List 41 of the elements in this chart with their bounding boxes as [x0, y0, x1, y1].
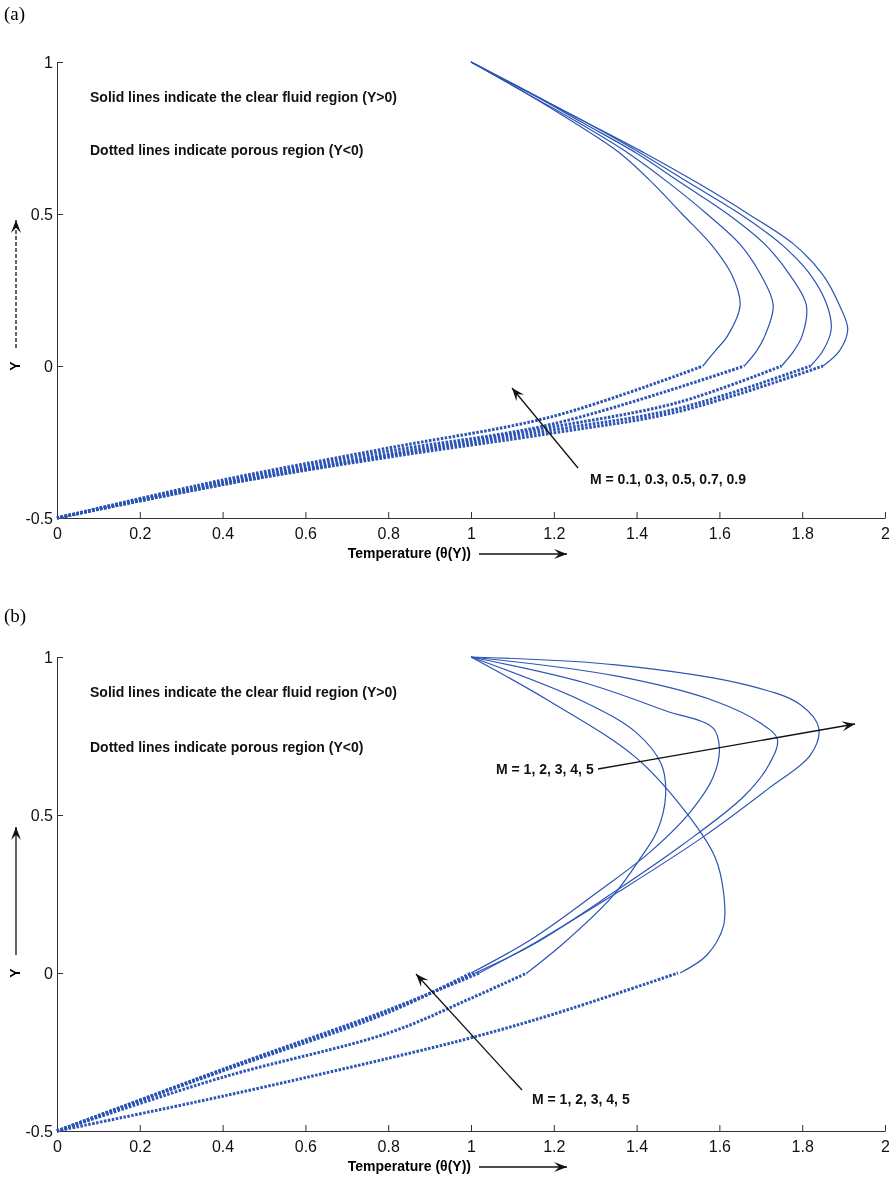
- x-tick-label: 1.6: [708, 1138, 732, 1156]
- y-tick-label: 0: [44, 964, 54, 982]
- y-tick-label: 0.5: [30, 806, 54, 824]
- x-tick-label: 1.4: [625, 1138, 649, 1156]
- y-tick-label: 0.5: [30, 205, 54, 223]
- x-tick-label: 0.4: [211, 525, 235, 543]
- x-tick-label: 1.4: [625, 525, 649, 543]
- y-axis-title: Y: [7, 360, 23, 371]
- x-tick-label: 1.8: [791, 1138, 814, 1156]
- annotation: M = 1, 2, 3, 4, 5: [532, 1091, 630, 1107]
- y-tick-label: 0: [44, 357, 54, 375]
- x-tick-label: 2: [881, 1138, 891, 1156]
- x-tick-label: 0.8: [377, 1138, 400, 1156]
- annotation: Solid lines indicate the clear fluid region (Y>0): [90, 684, 397, 700]
- x-tick-label: 1.2: [543, 1138, 566, 1156]
- x-axis-title: Temperature (θ(Y)): [347, 1158, 471, 1174]
- chart-title: (b): [4, 605, 27, 627]
- x-tick-label: 0.2: [129, 1138, 152, 1156]
- annotation: M = 1, 2, 3, 4, 5: [496, 761, 594, 777]
- annotation: Dotted lines indicate porous region (Y<0): [90, 142, 364, 158]
- chart-title: (a): [4, 3, 26, 25]
- x-tick-label: 0.8: [377, 525, 400, 543]
- x-tick-label: 1.2: [543, 525, 566, 543]
- annotation: Dotted lines indicate porous region (Y<0): [90, 739, 364, 755]
- x-tick-label: 1: [467, 525, 477, 543]
- x-tick-label: 0.2: [129, 525, 152, 543]
- x-tick-label: 0.6: [294, 525, 318, 543]
- y-axis-title: Y: [7, 967, 23, 978]
- x-tick-label: 1.6: [708, 525, 732, 543]
- y-tick-label: -0.5: [25, 1122, 54, 1140]
- x-tick-label: 0.6: [294, 1138, 318, 1156]
- annotation: Solid lines indicate the clear fluid region (Y>0): [90, 89, 397, 105]
- y-tick-label: -0.5: [25, 509, 54, 527]
- x-tick-label: 0.4: [211, 1138, 235, 1156]
- y-tick-label: 1: [44, 53, 54, 71]
- y-tick-label: 1: [44, 648, 54, 666]
- annotation: M = 0.1, 0.3, 0.5, 0.7, 0.9: [590, 471, 747, 487]
- x-tick-label: 1: [467, 1138, 477, 1156]
- x-tick-label: 2: [881, 525, 891, 543]
- x-axis-title: Temperature (θ(Y)): [347, 545, 471, 561]
- x-tick-label: 1.8: [791, 525, 814, 543]
